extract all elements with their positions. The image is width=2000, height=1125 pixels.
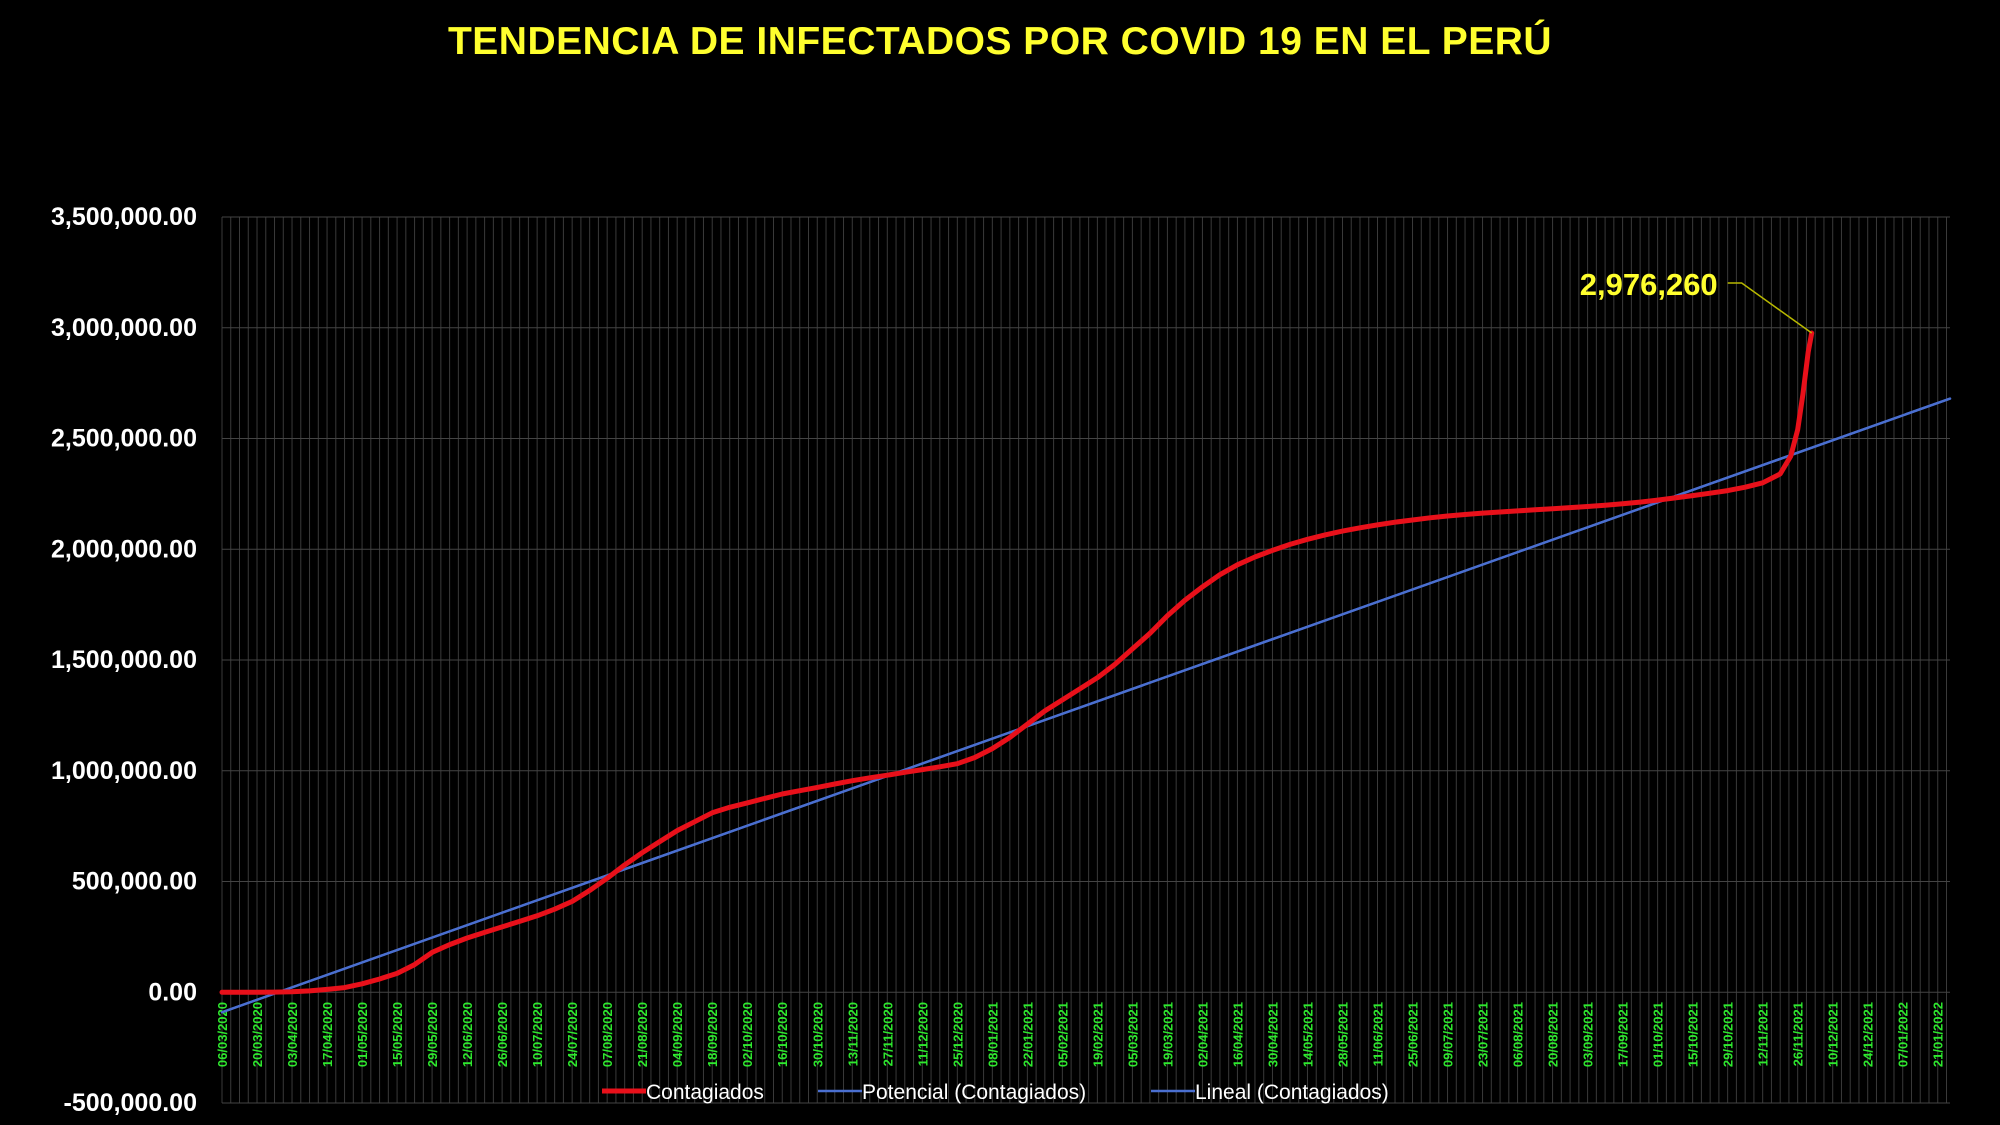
x-tick-label: 25/12/2020: [950, 1002, 965, 1067]
x-tick-label: 01/05/2020: [355, 1002, 370, 1067]
legend-label: Contagiados: [646, 1081, 764, 1104]
x-tick-label: 05/02/2021: [1055, 1002, 1070, 1067]
legend-label: Potencial (Contagiados): [862, 1081, 1086, 1104]
x-tick-label: 13/11/2020: [845, 1002, 860, 1066]
x-tick-label: 03/04/2020: [285, 1002, 300, 1067]
legend-item: Lineal (Contagiados): [1151, 1081, 1389, 1104]
x-tick-label: 15/10/2021: [1686, 1002, 1701, 1067]
x-tick-label: 17/04/2020: [320, 1002, 335, 1067]
annotation-leader-line: [1727, 282, 1813, 334]
x-tick-label: 29/05/2020: [425, 1002, 440, 1067]
series-contagiados: [219, 330, 1815, 995]
x-tick-label: 02/04/2021: [1195, 1002, 1210, 1067]
x-tick-label: 21/08/2020: [635, 1002, 650, 1067]
x-tick-label: 24/07/2020: [565, 1002, 580, 1067]
y-tick-label: 0.00: [148, 978, 197, 1006]
x-tick-label: 16/04/2021: [1230, 1002, 1245, 1067]
x-tick-label: 25/06/2021: [1406, 1002, 1421, 1067]
x-tick-label: 27/11/2020: [880, 1002, 895, 1066]
x-tick-label: 29/10/2021: [1721, 1002, 1736, 1067]
x-tick-label: 26/06/2020: [495, 1002, 510, 1067]
annotations: 2,976,260: [1580, 267, 1813, 334]
x-tick-label: 20/08/2021: [1546, 1002, 1561, 1067]
x-tick-label: 01/10/2021: [1651, 1002, 1666, 1067]
x-tick-label: 10/07/2020: [530, 1002, 545, 1067]
x-tick-label: 06/08/2021: [1511, 1002, 1526, 1067]
y-tick-label: 2,000,000.00: [51, 535, 197, 563]
x-tick-label: 30/04/2021: [1265, 1002, 1280, 1067]
y-tick-label: 500,000.00: [72, 868, 197, 896]
series-lines: [219, 330, 1952, 1014]
series-lineal: [220, 397, 1952, 1014]
x-tick-label: 02/10/2020: [740, 1002, 755, 1067]
x-tick-label: 19/02/2021: [1090, 1002, 1105, 1067]
x-axis: 06/03/2020 20/03/2020 03/04/2020 17/04/2020…: [215, 1002, 1946, 1067]
legend-label: Lineal (Contagiados): [1195, 1081, 1389, 1104]
x-tick-label: 04/09/2020: [670, 1002, 685, 1067]
x-tick-label: 17/09/2021: [1616, 1002, 1631, 1067]
x-tick-label: 28/05/2021: [1335, 1002, 1350, 1067]
horizontal-gridlines: [222, 216, 1950, 1104]
x-tick-label: 30/10/2020: [810, 1002, 825, 1067]
x-tick-label: 18/09/2020: [705, 1002, 720, 1067]
x-tick-label: 10/12/2021: [1826, 1002, 1841, 1067]
y-tick-label: 3,000,000.00: [51, 314, 197, 342]
y-tick-label: 2,500,000.00: [51, 425, 197, 453]
legend-item: Contagiados: [602, 1081, 764, 1104]
y-tick-label: 1,000,000.00: [51, 757, 197, 785]
x-tick-label: 19/03/2021: [1160, 1002, 1175, 1067]
x-tick-label: 16/10/2020: [775, 1002, 790, 1067]
x-tick-label: 20/03/2020: [250, 1002, 265, 1067]
legend: Contagiados Potencial (Contagiados) Lineal…: [602, 1081, 1389, 1104]
legend-item: Potencial (Contagiados): [818, 1081, 1086, 1104]
x-tick-label: 14/05/2021: [1300, 1002, 1315, 1067]
y-axis: 3,500,000.00 3,000,000.00 2,500,000.00 2,00…: [51, 203, 197, 1117]
y-tick-label: -500,000.00: [64, 1089, 197, 1117]
x-tick-label: 07/01/2022: [1896, 1002, 1911, 1067]
x-tick-label: 11/06/2021: [1371, 1002, 1386, 1066]
x-tick-label: 12/11/2021: [1756, 1002, 1771, 1066]
annotation-label: 2,976,260: [1580, 267, 1718, 302]
x-tick-label: 08/01/2021: [985, 1002, 1000, 1067]
x-tick-label: 03/09/2021: [1581, 1002, 1596, 1067]
x-tick-label: 15/05/2020: [390, 1002, 405, 1067]
x-tick-label: 06/03/2020: [215, 1002, 230, 1067]
x-tick-label: 22/01/2021: [1020, 1002, 1035, 1067]
chart-title: TENDENCIA DE INFECTADOS POR COVID 19 EN …: [447, 20, 1553, 63]
y-tick-label: 3,500,000.00: [51, 203, 197, 231]
x-tick-label: 11/12/2020: [915, 1002, 930, 1066]
x-tick-label: 05/03/2021: [1125, 1002, 1140, 1067]
x-tick-label: 24/12/2021: [1861, 1002, 1876, 1067]
x-tick-label: 23/07/2021: [1476, 1002, 1491, 1067]
y-tick-label: 1,500,000.00: [51, 646, 197, 674]
x-tick-label: 26/11/2021: [1791, 1002, 1806, 1066]
x-tick-label: 07/08/2020: [600, 1002, 615, 1067]
x-tick-label: 09/07/2021: [1441, 1002, 1456, 1067]
x-tick-label: 12/06/2020: [460, 1002, 475, 1067]
x-tick-label: 21/01/2022: [1931, 1002, 1946, 1067]
